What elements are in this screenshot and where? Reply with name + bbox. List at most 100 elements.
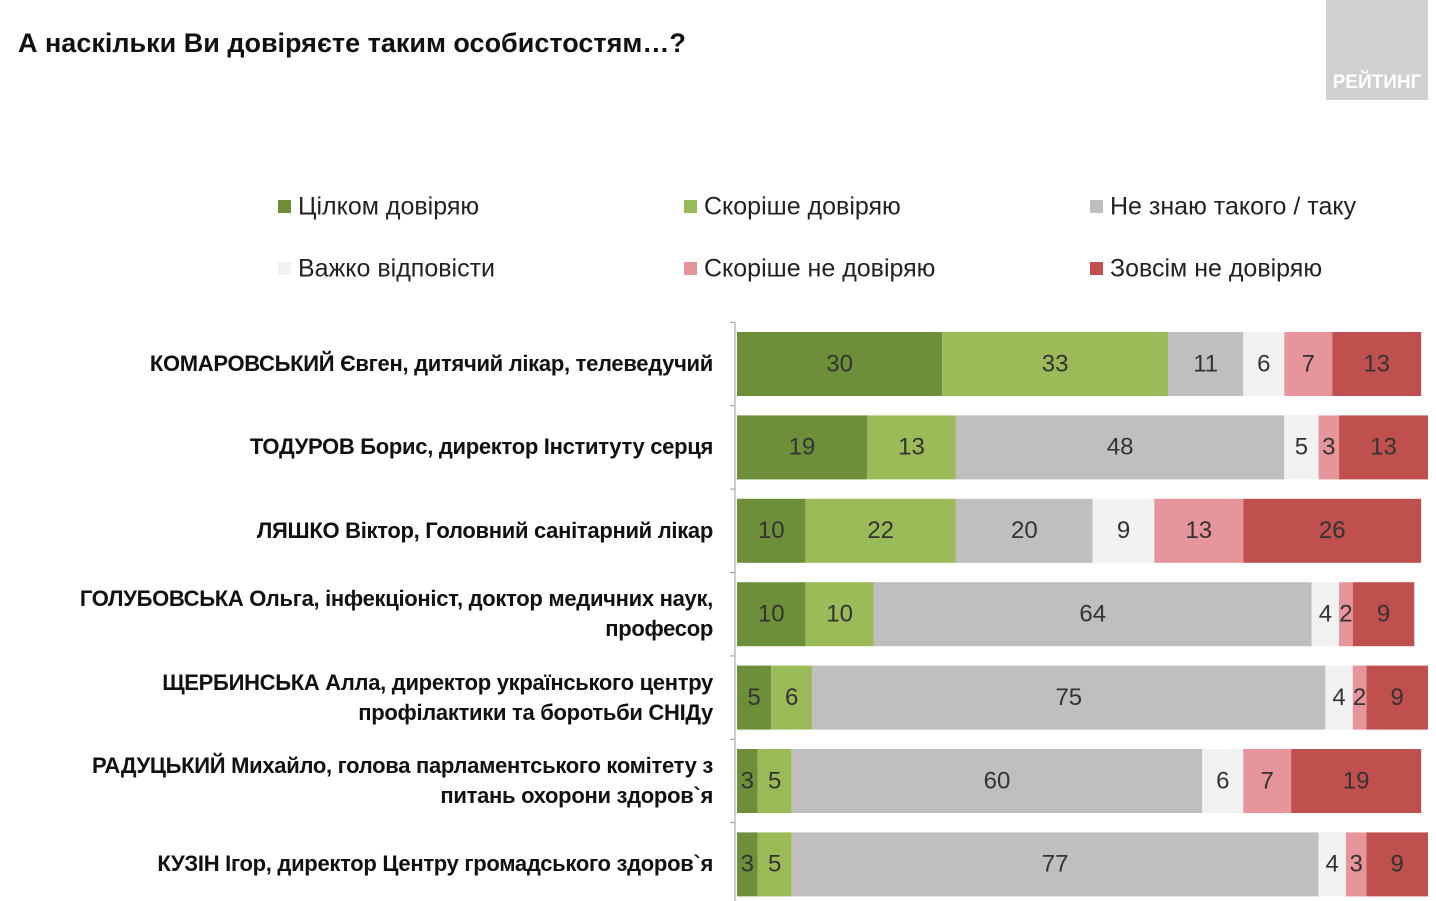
- data-label: 19: [1343, 767, 1370, 794]
- bar-segment: [1284, 415, 1319, 480]
- data-label: 3: [741, 767, 754, 794]
- bar-segment: [791, 832, 1319, 897]
- data-label: 3: [1322, 434, 1335, 461]
- legend-swatch: [278, 200, 291, 213]
- data-label: 10: [826, 601, 853, 628]
- data-label: 9: [1391, 851, 1404, 878]
- bar-segment: [805, 582, 874, 647]
- bar-segment: [1325, 665, 1353, 730]
- bar-segment: [1243, 332, 1285, 396]
- category-label: РАДУЦЬКИЙ Михайло, голова парламентськог…: [91, 753, 713, 808]
- legend-swatch: [1090, 200, 1103, 213]
- bar-segment: [812, 665, 1326, 730]
- bar-segment: [1311, 582, 1340, 647]
- bar-segment: [942, 332, 1169, 396]
- legend-swatch: [278, 262, 291, 275]
- bar-segment: [791, 749, 1203, 813]
- data-label: 26: [1319, 517, 1346, 544]
- bar-segment: [737, 665, 772, 730]
- data-label: 5: [1295, 434, 1308, 461]
- legend-swatch: [1090, 262, 1103, 275]
- bar-segment: [1291, 749, 1422, 813]
- bar-segment: [955, 498, 1093, 563]
- bar-segment: [1154, 498, 1244, 563]
- data-label: 13: [898, 434, 925, 461]
- bar-segment: [1243, 749, 1292, 813]
- data-label: 20: [1011, 517, 1038, 544]
- data-label: 9: [1377, 601, 1390, 628]
- bar-segment: [1092, 498, 1155, 563]
- data-label: 5: [747, 684, 760, 711]
- bar-segment: [1352, 665, 1367, 730]
- bar-segment: [1339, 415, 1428, 480]
- data-label: 33: [1042, 350, 1069, 377]
- bar-segment: [1352, 582, 1415, 647]
- data-label: 10: [758, 601, 785, 628]
- bar-segment: [737, 832, 758, 897]
- bar-segment: [1202, 749, 1244, 813]
- data-label: 75: [1055, 684, 1082, 711]
- data-label: 9: [1117, 517, 1130, 544]
- data-label: 6: [1216, 767, 1229, 794]
- data-label: 5: [768, 851, 781, 878]
- data-label: 6: [785, 684, 798, 711]
- data-label: 30: [826, 350, 853, 377]
- data-label: 9: [1391, 684, 1404, 711]
- bar-segment: [1366, 832, 1428, 897]
- data-label: 11: [1193, 350, 1218, 377]
- category-label: КОМАРОВСЬКИЙ Євген, дитячий лікар, телев…: [149, 351, 713, 376]
- bar-segment: [737, 498, 806, 563]
- data-label: 2: [1353, 684, 1366, 711]
- bar-segment: [757, 832, 792, 897]
- data-label: 4: [1332, 684, 1345, 711]
- legend-swatch: [684, 262, 697, 275]
- data-label: 5: [768, 767, 781, 794]
- data-label: 2: [1339, 601, 1352, 628]
- bar-segment: [771, 665, 813, 730]
- bar-segment: [737, 415, 867, 480]
- data-label: 7: [1302, 350, 1315, 377]
- legend-label: Не знаю такого / таку: [1110, 193, 1357, 221]
- logo: РЕЙТИНГ: [1326, 0, 1428, 100]
- category-label: ТОДУРОВ Борис, директор Інституту серця: [249, 434, 713, 460]
- bar-segment: [737, 332, 943, 396]
- data-label: 77: [1042, 851, 1069, 878]
- category-label: ЩЕРБИНСЬКА Алла, директор українського ц…: [162, 669, 713, 725]
- bar-segment: [1243, 498, 1422, 563]
- data-label: 64: [1079, 601, 1106, 628]
- data-label: 6: [1257, 350, 1270, 377]
- data-label: 48: [1107, 434, 1134, 461]
- data-label: 13: [1370, 434, 1397, 461]
- bar-segment: [1318, 832, 1346, 897]
- data-label: 10: [758, 517, 785, 544]
- data-label: 4: [1319, 601, 1332, 628]
- bar-segment: [1339, 582, 1353, 647]
- bar-segment: [757, 749, 792, 813]
- category-label: КУЗІН Ігор, директор Центру громадського…: [157, 851, 713, 877]
- data-label: 3: [1349, 851, 1362, 878]
- bar-segment: [1168, 332, 1244, 396]
- bar-segment: [866, 415, 956, 480]
- bar-segment: [955, 415, 1285, 480]
- legend-swatch: [684, 200, 697, 213]
- legend-label: Скоріше не довіряю: [704, 255, 935, 283]
- legend-label: Зовсім не довіряю: [1110, 255, 1322, 283]
- bar-segment: [873, 582, 1312, 647]
- bar-segment: [1332, 332, 1422, 396]
- data-label: 60: [984, 767, 1011, 794]
- legend-label: Цілком довіряю: [298, 193, 479, 221]
- legend-label: Скоріше довіряю: [704, 193, 901, 221]
- data-label: 13: [1363, 350, 1390, 377]
- data-label: 19: [789, 434, 816, 461]
- data-label: 7: [1261, 767, 1274, 794]
- bar-segment: [737, 582, 806, 647]
- data-label: 4: [1326, 851, 1339, 878]
- bar-segment: [1345, 832, 1367, 897]
- category-label: ГОЛУБОВСЬКА Ольга, інфекціоніст, доктор …: [79, 586, 713, 642]
- bar-segment: [737, 749, 758, 813]
- legend-label: Важко відповісти: [298, 255, 495, 283]
- bar-segment: [805, 498, 956, 563]
- data-label: 3: [741, 851, 754, 878]
